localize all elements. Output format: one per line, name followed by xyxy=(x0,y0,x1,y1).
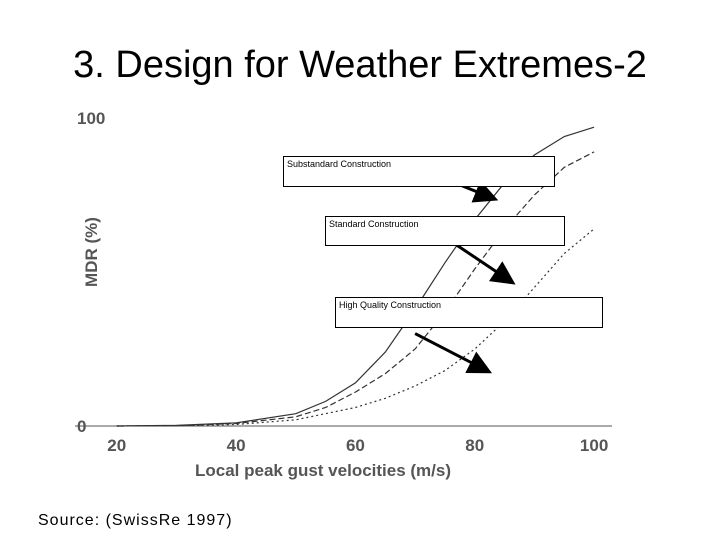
series-line-standard-construction xyxy=(116,151,595,427)
annotation-callout: Standard Construction xyxy=(325,216,565,246)
annotation-callout: High Quality Construction xyxy=(335,297,603,328)
annotation-arrow xyxy=(450,239,516,285)
y-tick-label: 0 xyxy=(77,417,86,436)
x-axis-label: Local peak gust velocities (m/s) xyxy=(195,461,451,480)
x-tick-label: 100 xyxy=(580,436,608,455)
source-note: Source: (SwissRe 1997) xyxy=(38,512,233,529)
x-tick-label: 40 xyxy=(227,436,246,455)
x-tick-label: 20 xyxy=(107,436,126,455)
x-tick-label: 80 xyxy=(465,436,484,455)
x-tick-label: 60 xyxy=(346,436,365,455)
y-tick-label: 100 xyxy=(77,109,105,128)
annotation-arrow xyxy=(414,332,493,374)
slide-title: 3. Design for Weather Extremes-2 xyxy=(73,44,647,86)
annotation-callout: Substandard Construction xyxy=(283,156,555,187)
y-axis-label: MDR (%) xyxy=(82,217,101,287)
